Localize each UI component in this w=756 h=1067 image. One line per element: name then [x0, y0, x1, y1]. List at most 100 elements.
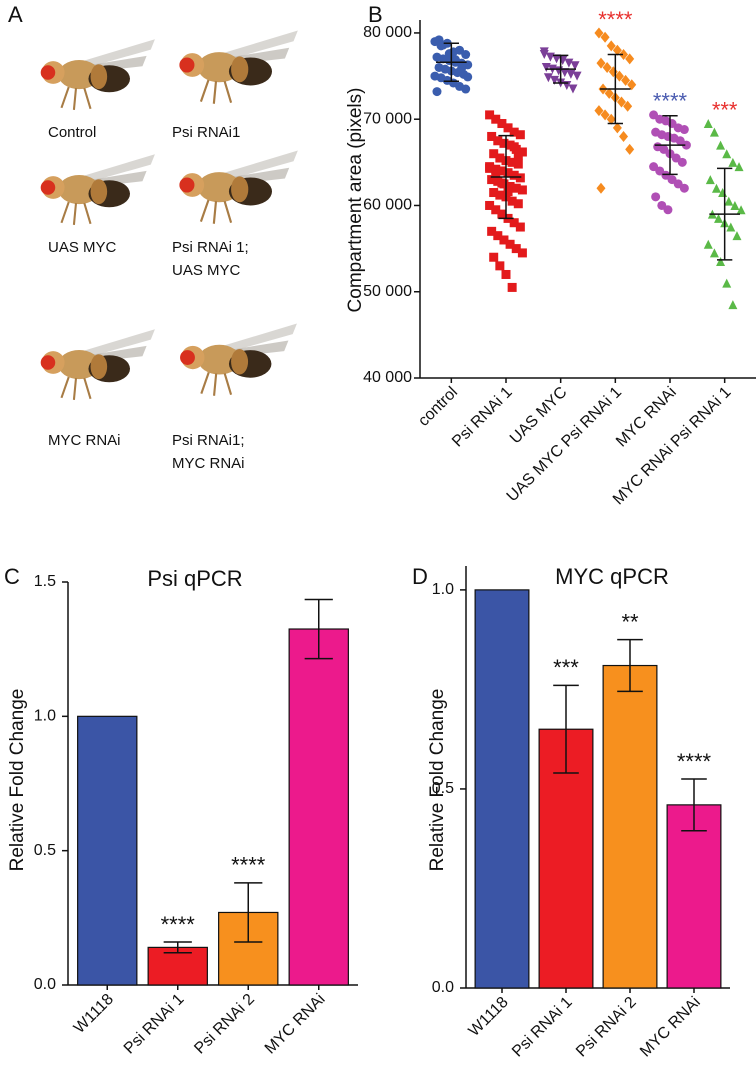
- data-point: [705, 175, 715, 185]
- data-point: [509, 127, 519, 137]
- data-point: [734, 162, 744, 172]
- caption: MYC RNAi: [48, 432, 121, 449]
- fly-photo: [178, 29, 299, 105]
- data-point: [625, 143, 635, 155]
- data-point: [677, 157, 687, 167]
- data-point: [489, 188, 499, 198]
- data-point: [619, 130, 629, 142]
- data-point: [600, 31, 610, 43]
- data-point: [515, 130, 525, 140]
- data-point: [509, 218, 519, 228]
- significance: ****: [161, 912, 196, 937]
- data-point: [509, 170, 519, 180]
- x-tick-label: Psi RNAi 1: [121, 991, 188, 1058]
- data-point: [505, 239, 515, 249]
- error-bar: [234, 882, 263, 943]
- caption: MYC RNAi: [172, 455, 245, 472]
- data-point: [730, 200, 740, 210]
- data-point: [679, 183, 689, 193]
- y-axis-title: Relative Fold Change: [7, 689, 28, 872]
- data-point: [681, 140, 691, 150]
- y-tick-label: 1.0: [34, 708, 56, 725]
- data-point: [487, 175, 497, 185]
- significance: ***: [553, 655, 579, 680]
- data-point: [509, 142, 519, 152]
- data-point: [619, 49, 629, 61]
- data-point: [600, 109, 610, 121]
- data-point: [564, 58, 574, 68]
- bar: [147, 946, 208, 986]
- fly-photo: [178, 149, 299, 225]
- data-point: [616, 96, 626, 108]
- data-point: [515, 222, 525, 232]
- data-point: [709, 248, 719, 258]
- data-point: [505, 181, 515, 191]
- x-tick-label: Psi RNAi 1: [509, 994, 576, 1061]
- data-point: [550, 75, 560, 85]
- data-point: [491, 114, 501, 124]
- error-bar: [681, 778, 707, 832]
- data-point: [497, 178, 507, 188]
- data-point: [612, 122, 622, 134]
- data-point: [493, 231, 503, 241]
- x-tick-label: Psi RNAi 1: [449, 384, 516, 451]
- y-tick-label: 40 000: [363, 369, 412, 386]
- sd-bar: [443, 42, 459, 82]
- panel-label: A: [8, 2, 23, 27]
- data-point: [736, 205, 746, 215]
- data-point: [503, 187, 513, 197]
- data-point: [491, 205, 501, 215]
- y-tick-label: 0.0: [34, 976, 56, 993]
- data-point: [606, 113, 616, 125]
- data-point: [432, 87, 442, 97]
- data-point: [487, 131, 497, 141]
- data-point: [485, 200, 495, 210]
- caption: Control: [48, 124, 96, 141]
- bar: [666, 804, 722, 989]
- data-point: [722, 149, 732, 159]
- data-point: [497, 209, 507, 219]
- caption: Psi RNAi 1;: [172, 239, 249, 256]
- y-tick-label: 50 000: [363, 283, 412, 300]
- data-point: [716, 140, 726, 150]
- data-point: [614, 70, 624, 82]
- data-point: [679, 125, 689, 135]
- data-point: [497, 166, 507, 176]
- significance: ****: [598, 7, 633, 32]
- data-point: [596, 182, 606, 194]
- data-point: [627, 79, 637, 91]
- data-point: [489, 149, 499, 159]
- caption: UAS MYC: [172, 262, 241, 279]
- x-tick-label: W1118: [466, 994, 512, 1040]
- data-point: [485, 163, 495, 173]
- data-point: [625, 53, 635, 65]
- data-point: [511, 183, 521, 193]
- x-tick-label: MYC RNAi: [262, 991, 329, 1058]
- data-point: [497, 119, 507, 129]
- data-point: [513, 199, 523, 209]
- y-axis-title: Relative Fold Change: [427, 689, 448, 872]
- sd-bar: [607, 53, 623, 125]
- y-tick-label: 80 000: [363, 24, 412, 41]
- bar: [474, 589, 530, 989]
- data-point: [568, 84, 578, 94]
- data-point: [709, 127, 719, 137]
- data-point: [604, 87, 614, 99]
- significance: ****: [231, 853, 266, 878]
- y-axis-title: Compartment area (pixels): [345, 88, 366, 313]
- panel-label: B: [368, 2, 383, 27]
- y-tick-label: 0.0: [432, 979, 454, 996]
- y-tick-label: 1.0: [432, 581, 454, 598]
- fly-photo: [178, 322, 299, 397]
- data-point: [732, 231, 742, 241]
- data-point: [703, 239, 713, 249]
- fly-photo: [39, 153, 156, 226]
- data-point: [495, 261, 505, 271]
- sd-bar: [553, 54, 569, 84]
- data-point: [457, 63, 467, 73]
- data-point: [507, 196, 517, 206]
- data-point: [602, 61, 612, 73]
- data-point: [495, 190, 505, 200]
- significance: ***: [712, 97, 738, 122]
